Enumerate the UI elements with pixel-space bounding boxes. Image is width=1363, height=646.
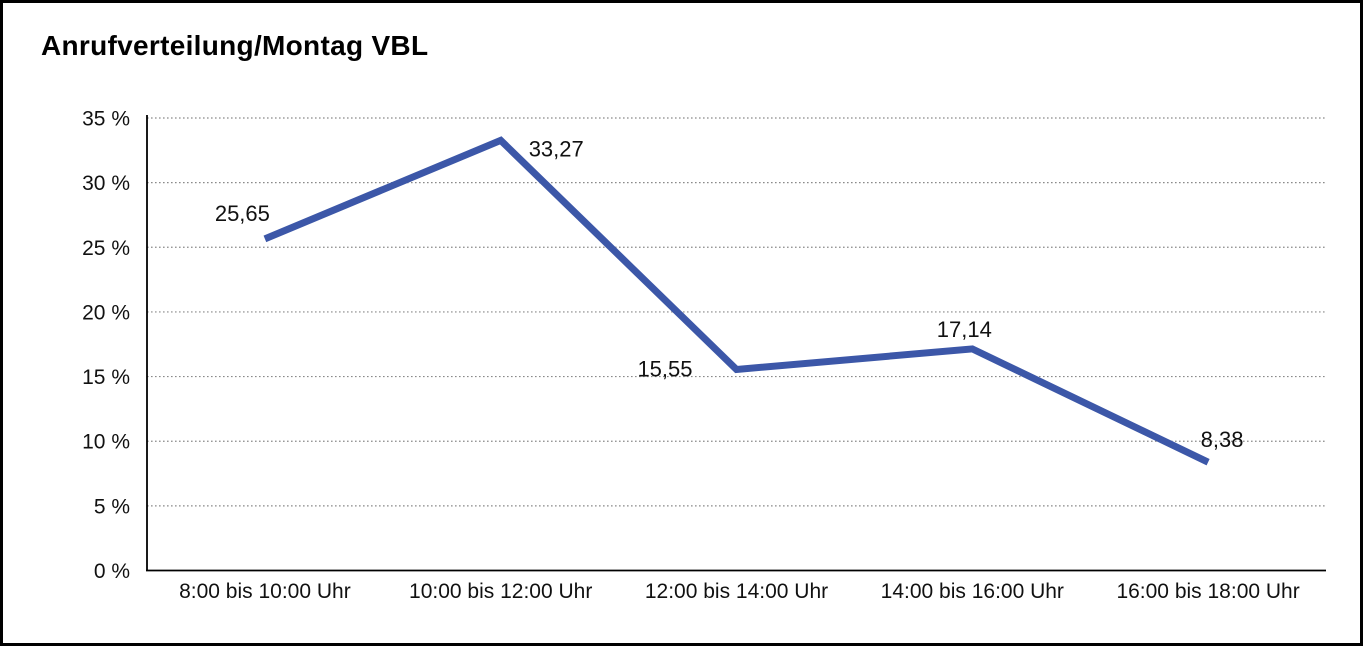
x-axis-category-label: 14:00 bis 16:00 Uhr — [881, 580, 1064, 603]
data-point-label: 15,55 — [637, 356, 692, 381]
y-axis-tick-label: 25 % — [82, 237, 130, 260]
x-axis-category-label: 8:00 bis 10:00 Uhr — [179, 580, 351, 603]
y-axis-tick-label: 0 % — [94, 560, 130, 583]
line-chart: 0 % 5 % 10 % 15 % 20 % 25 % 30 % 35 % 8:00 bis 1… — [3, 3, 1360, 643]
data-point-label: 25,65 — [215, 201, 270, 226]
x-axis-category-label: 16:00 bis 18:00 Uhr — [1116, 580, 1299, 603]
data-line — [263, 136, 1210, 466]
data-point-label: 17,14 — [937, 317, 992, 342]
y-axis-tick-label: 30 % — [82, 172, 130, 195]
y-axis-tick-label: 5 % — [94, 495, 130, 518]
chart-canvas: 0 % 5 % 10 % 15 % 20 % 25 % 30 % 35 % 8:00 bis 1… — [82, 108, 1326, 603]
y-axis-tick-label: 35 % — [82, 108, 130, 131]
x-axis-category-label: 10:00 bis 12:00 Uhr — [409, 580, 592, 603]
x-axis-category-label: 12:00 bis 14:00 Uhr — [645, 580, 828, 603]
y-axis-tick-label: 15 % — [82, 366, 130, 389]
chart-title: Anrufverteilung/Montag VBL — [41, 30, 429, 61]
y-axis-tick-label: 20 % — [82, 301, 130, 324]
y-axis-tick-label: 10 % — [82, 431, 130, 454]
data-point-label: 8,38 — [1201, 427, 1244, 452]
data-point-label: 33,27 — [529, 136, 584, 161]
